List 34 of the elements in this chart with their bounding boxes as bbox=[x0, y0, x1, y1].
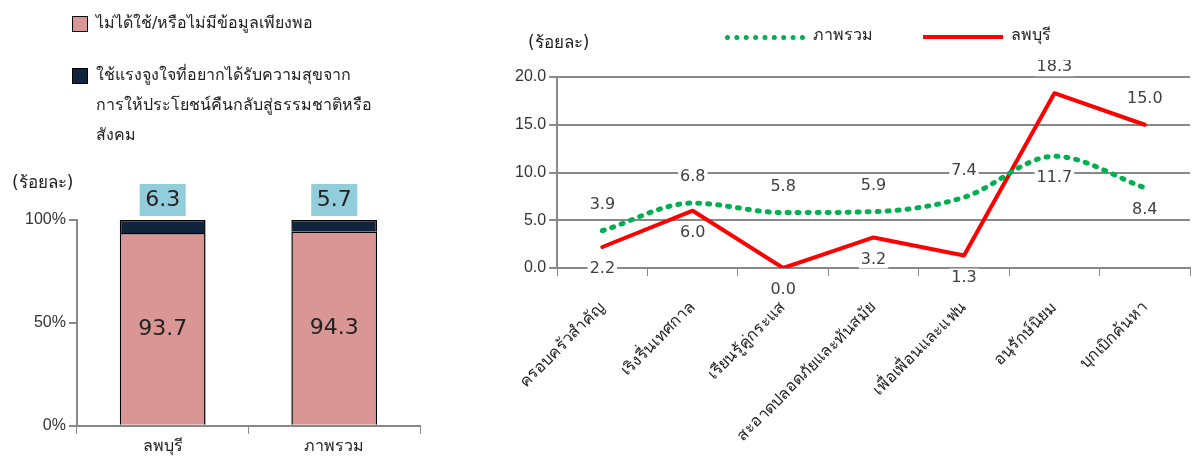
y-tick-label: 0.0 bbox=[523, 258, 547, 276]
legend-label: ภาพรวม bbox=[813, 24, 873, 46]
legend-label: ไม่ได้ใช้/หรือไม่มีข้อมูลเพียงพอ bbox=[96, 12, 314, 35]
data-label: 11.7 bbox=[1036, 167, 1073, 187]
data-label: 8.4 bbox=[1132, 198, 1158, 218]
data-label: 6.3 bbox=[145, 185, 181, 211]
data-label: 3.2 bbox=[860, 248, 887, 268]
y-tick-label: 0% bbox=[42, 416, 66, 434]
y-tick-label: 20.0 bbox=[515, 67, 547, 85]
data-label: 0.0 bbox=[770, 279, 796, 299]
data-label: 18.3 bbox=[1036, 56, 1073, 76]
data-label: 5.9 bbox=[860, 174, 887, 194]
y-tick-label: 50% bbox=[33, 313, 66, 331]
x-tick-label: ภาพรวม bbox=[304, 436, 365, 454]
data-label: 2.2 bbox=[589, 258, 616, 278]
x-tick-label: ลพบุรี bbox=[142, 436, 183, 456]
y-tick-label: 100% bbox=[25, 210, 66, 228]
y-axis-title: (ร้อยละ) bbox=[528, 31, 590, 54]
legend-label: ลพบุรี bbox=[1011, 24, 1051, 47]
data-label: 6.0 bbox=[680, 221, 706, 241]
y-tick-label: 5.0 bbox=[523, 210, 547, 228]
data-label: 94.3 bbox=[309, 313, 359, 339]
data-label: 7.4 bbox=[951, 160, 977, 180]
y-tick-label: 15.0 bbox=[515, 115, 547, 133]
y-axis-title: (ร้อยละ) bbox=[12, 171, 74, 194]
data-label: 93.7 bbox=[138, 314, 188, 340]
y-tick-label: 10.0 bbox=[515, 162, 547, 180]
data-label: 6.8 bbox=[680, 166, 706, 186]
data-label: 15.0 bbox=[1126, 87, 1163, 107]
legend-label: ใช้แรงจูงใจที่อยากได้รับความสุขจากการให้ประโยชน์คืนกลับสู่ธรรมชาติหรือสังคม bbox=[96, 63, 372, 146]
data-label: 5.8 bbox=[770, 175, 796, 195]
data-label: 1.3 bbox=[951, 266, 977, 286]
data-label: 5.7 bbox=[316, 185, 352, 211]
data-label: 3.9 bbox=[589, 193, 616, 213]
